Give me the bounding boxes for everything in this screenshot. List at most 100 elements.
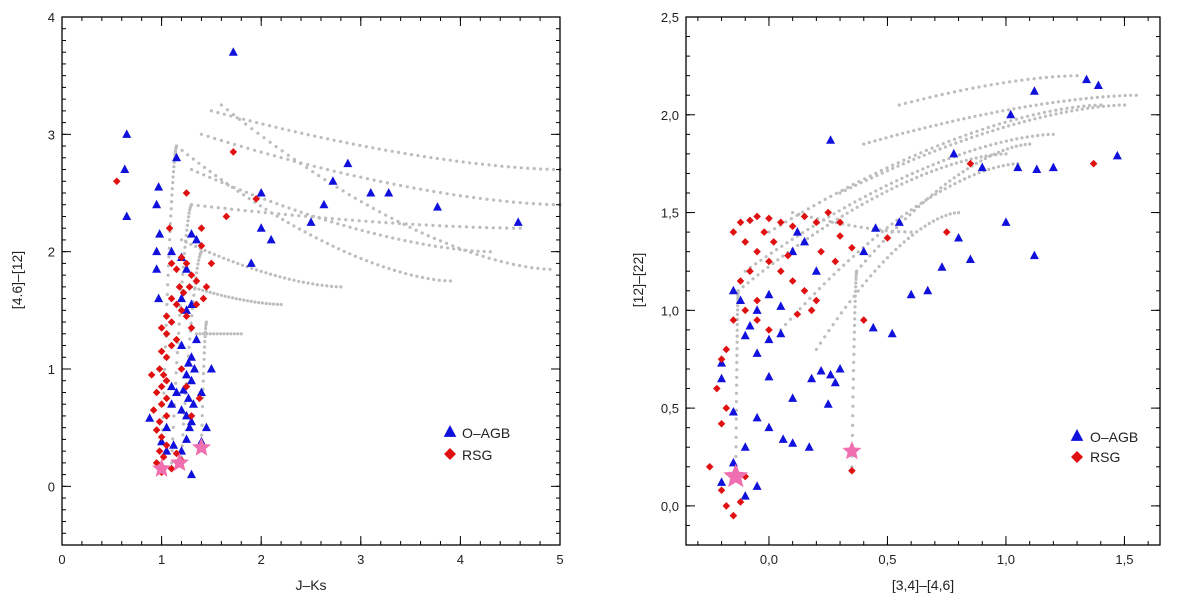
model-dot: [973, 148, 977, 152]
o-agb-point: [965, 254, 975, 263]
model-dot: [378, 233, 383, 237]
model-dot: [180, 444, 184, 448]
model-dot: [377, 147, 381, 151]
model-dot: [171, 425, 175, 429]
model-dot: [943, 187, 947, 191]
model-dot: [170, 461, 174, 465]
model-dot: [910, 171, 915, 176]
rsg-point: [157, 433, 166, 441]
model-dot: [1107, 104, 1111, 108]
model-dot: [751, 277, 755, 281]
rsg-point: [162, 376, 171, 385]
rsg-point: [152, 388, 161, 397]
o-agb-point: [1001, 217, 1011, 226]
model-dot: [970, 135, 974, 140]
model-dot: [433, 244, 437, 248]
model-dot: [219, 103, 223, 107]
o-agb-point: [186, 375, 196, 385]
model-dot: [268, 140, 272, 144]
model-dot: [275, 202, 279, 206]
model-dot: [246, 146, 250, 150]
model-dot: [464, 225, 469, 229]
rsg-point: [753, 296, 761, 305]
model-dot: [170, 187, 174, 191]
model-dot: [979, 155, 983, 159]
star-marker: [842, 441, 862, 460]
model-dot: [764, 255, 768, 259]
model-dot: [539, 167, 543, 171]
o-agb-point: [206, 364, 216, 373]
rsg-point: [729, 228, 738, 236]
model-dot: [943, 145, 948, 149]
model-dot: [204, 320, 208, 324]
model-dot: [884, 228, 888, 233]
model-dot: [236, 208, 240, 212]
model-dot: [195, 266, 199, 270]
model-dot: [203, 345, 207, 349]
model-dot: [756, 273, 760, 277]
model-dot: [885, 256, 890, 260]
model-dot: [409, 273, 413, 277]
rsg-point: [182, 189, 191, 197]
model-dot: [853, 317, 857, 321]
model-dot: [926, 197, 930, 201]
model-dot: [1129, 93, 1133, 97]
model-dot: [1008, 80, 1012, 84]
model-dot: [947, 139, 951, 143]
model-dot: [266, 152, 270, 156]
rsg-point: [157, 324, 166, 332]
model-dot: [255, 121, 259, 125]
model-dot: [865, 200, 869, 204]
model-dot: [258, 204, 262, 208]
model-dot: [936, 161, 941, 165]
model-dot: [814, 347, 819, 351]
model-dot: [1073, 98, 1077, 102]
o-agb-point: [1048, 162, 1058, 172]
model-dot: [334, 285, 338, 289]
model-dot: [323, 178, 327, 182]
model-dot: [1051, 132, 1055, 136]
model-dot: [1025, 135, 1029, 139]
model-dot: [803, 302, 807, 306]
model-dot: [759, 258, 763, 262]
model-dot: [538, 202, 542, 206]
model-dot: [934, 189, 939, 193]
model-dot: [417, 223, 422, 227]
model-dot: [250, 266, 254, 270]
model-dot: [959, 139, 963, 143]
model-dot: [767, 230, 771, 234]
model-dot: [1017, 106, 1022, 110]
model-dot: [912, 129, 916, 133]
model-dot: [905, 211, 909, 215]
model-dot: [971, 86, 975, 90]
right-legend-o-agb-label: O–AGB: [1090, 429, 1138, 445]
model-dot: [463, 248, 467, 252]
star-marker: [723, 463, 749, 488]
rsg-point: [172, 449, 181, 458]
model-dot: [879, 168, 884, 173]
model-dot: [922, 153, 926, 157]
model-dot: [1041, 133, 1045, 137]
model-dot: [345, 172, 350, 176]
model-dot: [249, 299, 253, 303]
o-agb-point: [256, 223, 266, 232]
o-agb-point: [740, 491, 750, 500]
model-dot: [513, 165, 517, 169]
model-dot: [432, 277, 436, 282]
model-dot: [234, 297, 238, 301]
star-marker: [170, 452, 189, 471]
rsg-point: [172, 265, 181, 274]
model-dot: [202, 357, 206, 361]
model-dot: [551, 167, 556, 171]
model-dot: [885, 169, 890, 173]
o-agb-point: [328, 176, 338, 185]
model-dot: [225, 332, 230, 336]
model-dot: [919, 227, 923, 231]
rsg-point: [155, 365, 164, 373]
o-agb-point: [811, 266, 821, 275]
o-agb-point: [182, 369, 191, 379]
model-dot: [735, 323, 739, 327]
model-dot: [233, 142, 237, 147]
model-dot: [171, 175, 175, 179]
model-dot: [878, 137, 883, 141]
